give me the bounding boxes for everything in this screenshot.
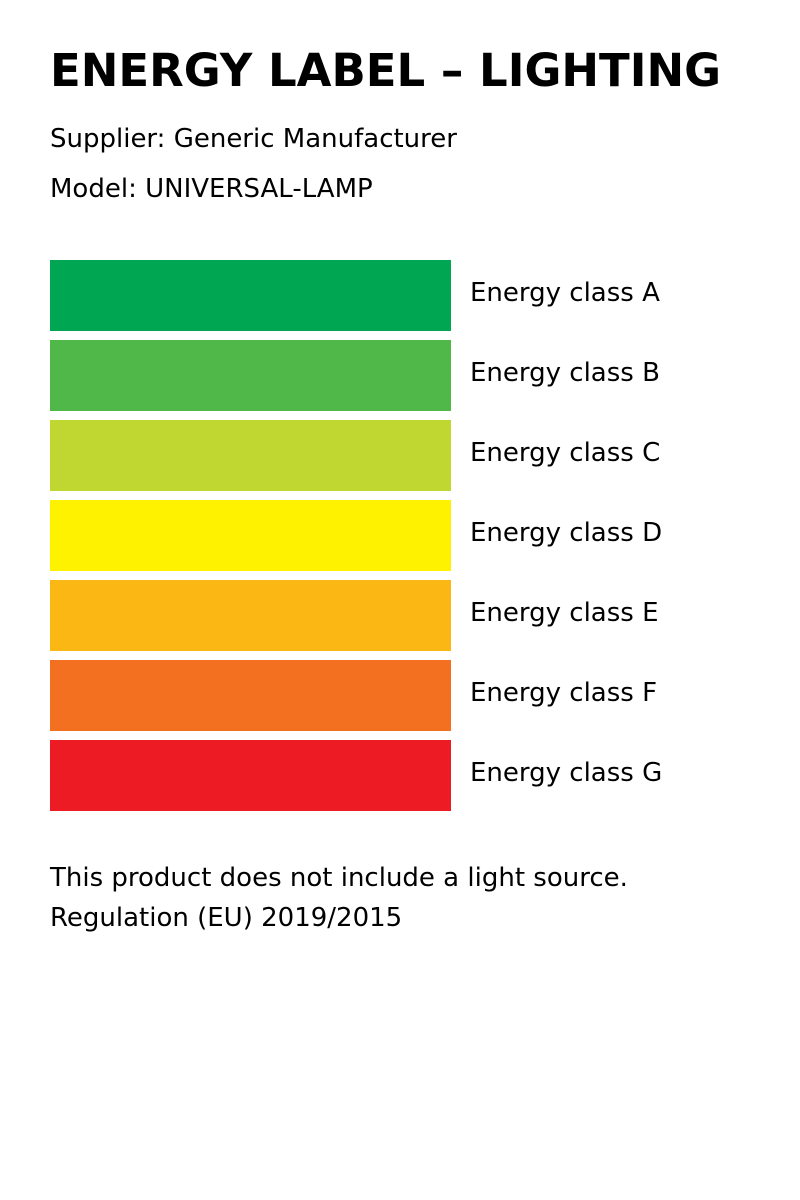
class-scale: Energy class A Energy class B Energy class… (50, 260, 662, 811)
class-label: Energy class C (470, 438, 660, 468)
class-bar (50, 740, 451, 811)
footer-note: This product does not include a light so… (49, 863, 628, 893)
class-label: Energy class B (470, 358, 660, 388)
class-label: Energy class G (470, 758, 662, 788)
class-label: Energy class A (470, 278, 660, 308)
regulation: Regulation (EU) 2019/2015 (50, 903, 402, 933)
class-bar (50, 420, 451, 491)
model: Model: UNIVERSAL-LAMP (50, 174, 373, 204)
supplier: Supplier: Generic Manufacturer (50, 124, 457, 154)
class-bar (50, 500, 451, 571)
class-bar (50, 580, 451, 651)
class-bar (50, 340, 451, 411)
class-label: Energy class D (470, 518, 662, 548)
title: ENERGY LABEL – LIGHTING (50, 44, 721, 97)
class-label: Energy class F (470, 678, 657, 708)
class-label: Energy class E (470, 598, 659, 628)
class-bar (50, 660, 451, 731)
class-bar (50, 260, 451, 331)
